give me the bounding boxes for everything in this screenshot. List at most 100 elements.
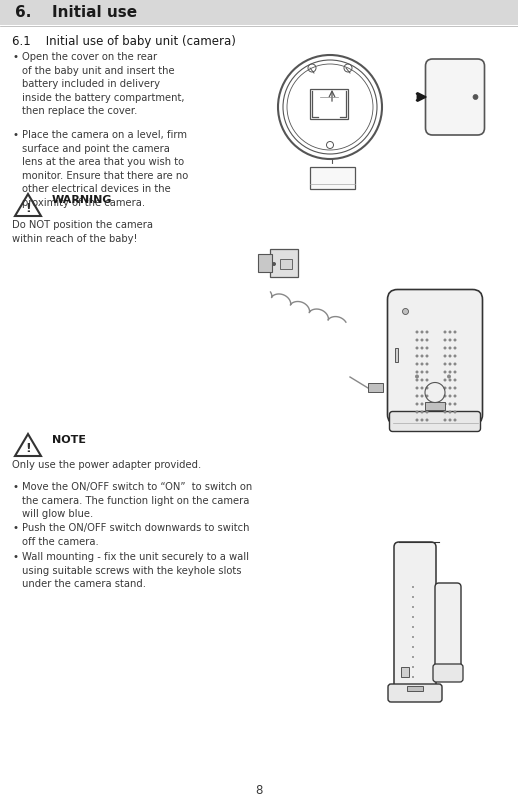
Text: Push the ON/OFF switch downwards to switch
off the camera.: Push the ON/OFF switch downwards to swit… bbox=[22, 523, 250, 546]
Circle shape bbox=[402, 308, 409, 315]
Bar bbox=[395, 348, 397, 362]
Circle shape bbox=[443, 331, 447, 333]
Text: •: • bbox=[12, 552, 18, 562]
Bar bbox=[258, 254, 272, 272]
Bar bbox=[310, 89, 348, 119]
Circle shape bbox=[412, 676, 414, 678]
Text: Initial use: Initial use bbox=[52, 5, 137, 20]
Circle shape bbox=[449, 346, 452, 349]
Circle shape bbox=[453, 419, 456, 421]
Text: !: ! bbox=[25, 203, 31, 215]
Circle shape bbox=[453, 378, 456, 382]
Circle shape bbox=[453, 354, 456, 358]
Circle shape bbox=[449, 331, 452, 333]
Circle shape bbox=[425, 378, 428, 382]
Circle shape bbox=[421, 370, 424, 374]
Circle shape bbox=[425, 395, 428, 398]
Circle shape bbox=[449, 370, 452, 374]
Circle shape bbox=[412, 636, 414, 638]
Circle shape bbox=[449, 395, 452, 398]
Circle shape bbox=[415, 419, 419, 421]
Text: 8: 8 bbox=[255, 784, 263, 797]
Text: WARNING: WARNING bbox=[52, 195, 112, 205]
Circle shape bbox=[473, 94, 478, 99]
Text: •: • bbox=[12, 482, 18, 492]
Circle shape bbox=[415, 403, 419, 405]
Circle shape bbox=[453, 403, 456, 405]
Text: 6.1    Initial use of baby unit (camera): 6.1 Initial use of baby unit (camera) bbox=[12, 35, 236, 48]
Circle shape bbox=[453, 362, 456, 366]
Circle shape bbox=[421, 411, 424, 413]
Circle shape bbox=[412, 606, 414, 608]
Circle shape bbox=[425, 362, 428, 366]
Text: Open the cover on the rear
of the baby unit and insert the
battery included in d: Open the cover on the rear of the baby u… bbox=[22, 52, 184, 116]
Circle shape bbox=[421, 331, 424, 333]
Circle shape bbox=[449, 338, 452, 341]
Circle shape bbox=[449, 354, 452, 358]
FancyBboxPatch shape bbox=[394, 542, 436, 692]
FancyBboxPatch shape bbox=[425, 59, 484, 135]
Circle shape bbox=[415, 354, 419, 358]
Circle shape bbox=[415, 411, 419, 413]
Circle shape bbox=[449, 403, 452, 405]
Circle shape bbox=[425, 403, 428, 405]
Circle shape bbox=[415, 338, 419, 341]
Circle shape bbox=[415, 374, 419, 378]
Circle shape bbox=[449, 419, 452, 421]
Circle shape bbox=[412, 646, 414, 648]
Circle shape bbox=[425, 387, 428, 390]
Circle shape bbox=[449, 387, 452, 390]
Circle shape bbox=[421, 395, 424, 398]
Circle shape bbox=[443, 395, 447, 398]
Circle shape bbox=[453, 395, 456, 398]
Circle shape bbox=[425, 331, 428, 333]
Circle shape bbox=[443, 419, 447, 421]
Circle shape bbox=[415, 395, 419, 398]
Circle shape bbox=[443, 370, 447, 374]
Circle shape bbox=[447, 374, 451, 378]
Text: •: • bbox=[12, 523, 18, 533]
Text: Place the camera on a level, firm
surface and point the camera
lens at the area : Place the camera on a level, firm surfac… bbox=[22, 130, 188, 208]
Circle shape bbox=[453, 338, 456, 341]
Circle shape bbox=[415, 387, 419, 390]
Circle shape bbox=[443, 362, 447, 366]
Circle shape bbox=[421, 354, 424, 358]
Circle shape bbox=[412, 596, 414, 598]
Circle shape bbox=[421, 346, 424, 349]
Circle shape bbox=[453, 387, 456, 390]
Bar bbox=[407, 686, 423, 691]
Circle shape bbox=[443, 354, 447, 358]
Circle shape bbox=[415, 378, 419, 382]
Circle shape bbox=[443, 346, 447, 349]
Circle shape bbox=[415, 346, 419, 349]
Circle shape bbox=[443, 378, 447, 382]
Circle shape bbox=[421, 387, 424, 390]
Text: Do NOT position the camera
within reach of the baby!: Do NOT position the camera within reach … bbox=[12, 220, 153, 244]
Circle shape bbox=[421, 338, 424, 341]
Circle shape bbox=[425, 346, 428, 349]
Circle shape bbox=[421, 378, 424, 382]
Circle shape bbox=[443, 403, 447, 405]
Circle shape bbox=[425, 411, 428, 413]
Circle shape bbox=[412, 656, 414, 658]
Text: Wall mounting - fix the unit securely to a wall
using suitable screws with the k: Wall mounting - fix the unit securely to… bbox=[22, 552, 249, 589]
Text: Only use the power adapter provided.: Only use the power adapter provided. bbox=[12, 460, 202, 470]
Circle shape bbox=[412, 586, 414, 588]
Circle shape bbox=[453, 331, 456, 333]
FancyBboxPatch shape bbox=[390, 412, 481, 432]
Circle shape bbox=[453, 346, 456, 349]
Text: •: • bbox=[12, 52, 18, 62]
Circle shape bbox=[443, 338, 447, 341]
Text: NOTE: NOTE bbox=[52, 435, 86, 445]
Bar bbox=[280, 259, 292, 269]
Circle shape bbox=[425, 370, 428, 374]
Circle shape bbox=[415, 362, 419, 366]
Bar bbox=[401, 667, 409, 677]
Bar bbox=[425, 402, 445, 409]
FancyBboxPatch shape bbox=[433, 664, 463, 682]
Circle shape bbox=[449, 362, 452, 366]
Circle shape bbox=[453, 370, 456, 374]
FancyBboxPatch shape bbox=[387, 290, 482, 424]
Circle shape bbox=[412, 666, 414, 668]
Circle shape bbox=[421, 419, 424, 421]
